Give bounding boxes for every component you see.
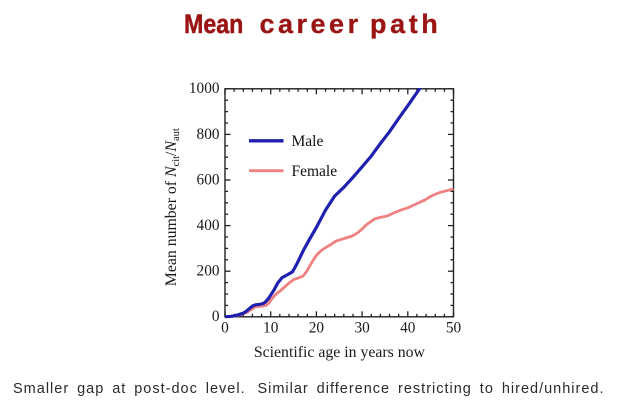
svg-text:Scientific age in years now: Scientific age in years now bbox=[254, 344, 426, 361]
svg-text:0: 0 bbox=[221, 320, 229, 337]
svg-text:30: 30 bbox=[354, 320, 370, 337]
svg-text:0: 0 bbox=[212, 308, 220, 325]
svg-text:Male: Male bbox=[292, 133, 324, 150]
svg-text:600: 600 bbox=[197, 171, 220, 188]
svg-text:50: 50 bbox=[446, 320, 462, 337]
svg-text:Female: Female bbox=[292, 163, 338, 180]
svg-text:200: 200 bbox=[197, 263, 220, 280]
svg-text:400: 400 bbox=[197, 217, 220, 234]
svg-text:Mean number of Ncit/Naut: Mean number of Ncit/Naut bbox=[163, 128, 182, 286]
svg-text:800: 800 bbox=[197, 126, 220, 143]
svg-text:10: 10 bbox=[263, 320, 279, 337]
svg-text:1000: 1000 bbox=[189, 80, 220, 97]
svg-text:40: 40 bbox=[400, 320, 416, 337]
svg-text:20: 20 bbox=[309, 320, 325, 337]
